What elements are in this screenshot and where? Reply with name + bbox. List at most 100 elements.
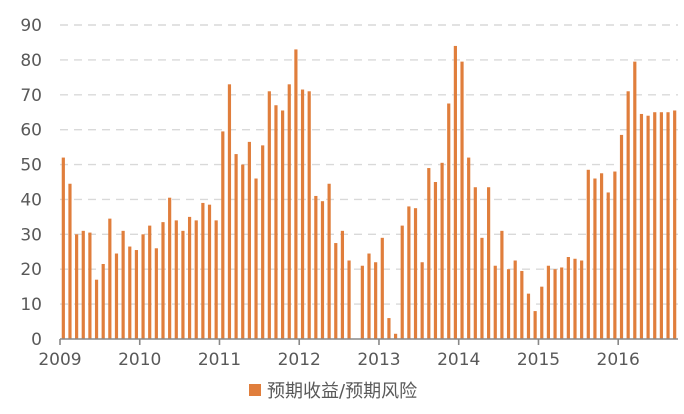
bar-2011-08 bbox=[267, 91, 271, 340]
bar-2014-07 bbox=[500, 230, 504, 339]
legend-label: 预期收益/预期风险 bbox=[267, 381, 417, 402]
bars bbox=[61, 45, 677, 340]
x-tick-label: 2012 bbox=[278, 350, 321, 370]
bar-2009-04 bbox=[81, 230, 85, 339]
bar-2016-03 bbox=[633, 61, 637, 340]
bar-2010-12 bbox=[214, 220, 218, 339]
bar-2009-06 bbox=[94, 279, 99, 339]
bar-2013-02 bbox=[387, 318, 391, 339]
y-tick-label: 30 bbox=[20, 225, 42, 245]
bar-2015-05 bbox=[566, 257, 570, 339]
y-tick-label: 90 bbox=[20, 16, 42, 36]
bar-2016-09 bbox=[673, 110, 677, 339]
bar-2010-11 bbox=[207, 204, 212, 339]
bar-2012-11 bbox=[367, 253, 371, 339]
bar-2010-06 bbox=[174, 220, 178, 339]
bar-2009-03 bbox=[75, 234, 79, 339]
bar-2016-08 bbox=[666, 112, 670, 339]
bar-2013-06 bbox=[413, 208, 418, 339]
bar-2011-05 bbox=[247, 141, 251, 339]
bar-2016-04 bbox=[639, 113, 644, 339]
bar-2010-04 bbox=[161, 222, 165, 339]
bar-2009-05 bbox=[88, 232, 92, 339]
x-tick-label: 2013 bbox=[357, 350, 400, 370]
y-tick-label: 20 bbox=[20, 260, 42, 280]
bar-2011-07 bbox=[261, 145, 265, 339]
bar-2011-03 bbox=[234, 154, 238, 339]
bar-2015-09 bbox=[593, 178, 597, 339]
bar-2013-12 bbox=[453, 45, 457, 339]
bar-2013-10 bbox=[440, 162, 444, 339]
bar-2011-02 bbox=[227, 84, 232, 339]
axes: 0 10 20 30 40 50 60 70 80 90 2009 2010 2011 2012 2013 2… bbox=[20, 16, 678, 370]
bar-2014-10 bbox=[520, 270, 524, 339]
bar-2013-01 bbox=[380, 237, 384, 339]
x-tick-label: 2014 bbox=[437, 350, 480, 370]
bar-2014-09 bbox=[513, 260, 517, 339]
bar-2016-02 bbox=[626, 91, 630, 340]
x-tick-label: 2009 bbox=[38, 350, 81, 370]
bar-2011-10 bbox=[281, 110, 285, 339]
bar-2014-06 bbox=[493, 265, 497, 339]
bar-2010-08 bbox=[187, 216, 192, 339]
bar-2012-04 bbox=[320, 201, 325, 339]
bar-2014-05 bbox=[487, 187, 491, 339]
bar-2010-09 bbox=[194, 220, 198, 339]
bar-2015-03 bbox=[553, 269, 557, 339]
y-tick-label: 10 bbox=[20, 295, 42, 315]
bar-2014-11 bbox=[526, 293, 531, 339]
bar-2015-04 bbox=[560, 267, 564, 339]
bar-2015-07 bbox=[580, 260, 584, 339]
legend-swatch bbox=[249, 384, 261, 396]
bar-2009-09 bbox=[114, 253, 119, 339]
bar-2009-11 bbox=[128, 246, 132, 339]
bar-2009-10 bbox=[121, 230, 125, 339]
bar-2010-07 bbox=[181, 230, 185, 339]
y-tick-label: 0 bbox=[31, 330, 42, 350]
bar-2011-09 bbox=[274, 105, 278, 339]
bar-2012-10 bbox=[360, 265, 364, 339]
bar-2011-11 bbox=[287, 84, 291, 339]
bar-2010-01 bbox=[141, 234, 145, 339]
y-tick-label: 60 bbox=[20, 121, 42, 141]
bar-2012-07 bbox=[340, 230, 345, 339]
bar-2009-07 bbox=[101, 263, 105, 339]
bar-2013-11 bbox=[447, 103, 451, 339]
y-tick-label: 70 bbox=[20, 86, 42, 106]
bar-2014-03 bbox=[473, 187, 477, 339]
bar-2009-12 bbox=[134, 250, 139, 339]
bar-2014-08 bbox=[506, 269, 511, 339]
bar-2014-01 bbox=[460, 61, 464, 340]
bar-2016-06 bbox=[653, 112, 657, 339]
bar-2013-09 bbox=[433, 182, 438, 339]
bar-2010-02 bbox=[148, 225, 152, 339]
bar-2011-01 bbox=[221, 131, 225, 339]
bar-2016-01 bbox=[619, 134, 624, 339]
bar-2014-02 bbox=[467, 157, 471, 339]
bar-2015-01 bbox=[540, 286, 544, 339]
bar-2011-04 bbox=[241, 164, 245, 339]
x-tick-label: 2015 bbox=[517, 350, 560, 370]
bar-2013-08 bbox=[427, 168, 431, 339]
bar-2015-12 bbox=[613, 171, 617, 339]
bar-2012-08 bbox=[347, 260, 351, 339]
bar-2010-03 bbox=[154, 248, 158, 339]
bar-2014-04 bbox=[480, 237, 484, 339]
bar-2014-12 bbox=[533, 311, 537, 339]
bar-2015-02 bbox=[546, 265, 551, 339]
bar-2012-01 bbox=[300, 89, 305, 340]
bar-2009-01 bbox=[61, 157, 65, 339]
bar-2012-06 bbox=[334, 243, 338, 339]
x-tick-label: 2011 bbox=[198, 350, 241, 370]
bar-2013-07 bbox=[420, 262, 424, 339]
legend: 预期收益/预期风险 bbox=[249, 381, 417, 402]
bar-2015-06 bbox=[573, 258, 577, 339]
bar-2015-08 bbox=[586, 169, 590, 339]
bar-2011-06 bbox=[254, 178, 258, 339]
x-tick-label: 2010 bbox=[118, 350, 161, 370]
bar-2013-04 bbox=[400, 225, 404, 339]
bar-2012-05 bbox=[327, 183, 331, 339]
bar-2012-02 bbox=[307, 91, 311, 340]
bar-2016-07 bbox=[659, 112, 663, 339]
